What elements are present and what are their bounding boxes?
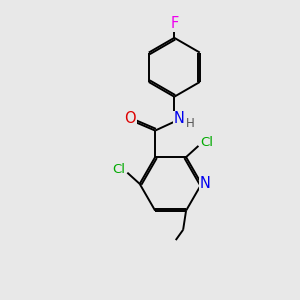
Text: Cl: Cl [112, 163, 126, 176]
Text: O: O [124, 111, 136, 126]
Text: N: N [200, 176, 211, 191]
Text: Cl: Cl [200, 136, 213, 149]
Text: H: H [186, 117, 195, 130]
Text: N: N [174, 111, 185, 126]
Text: F: F [170, 16, 178, 31]
